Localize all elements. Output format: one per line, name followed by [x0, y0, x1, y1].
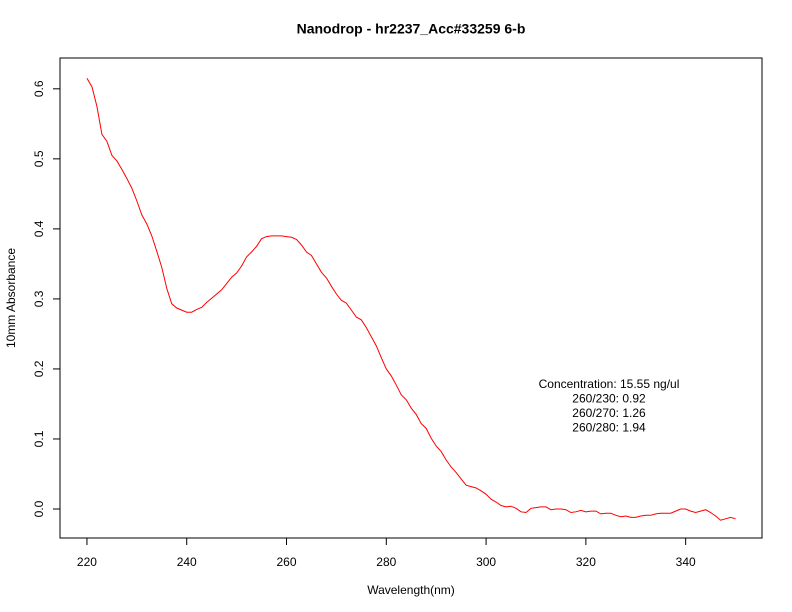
x-tick-label: 220 — [77, 555, 97, 569]
y-tick-label: 0.2 — [32, 360, 46, 377]
x-tick-label: 260 — [277, 555, 297, 569]
x-tick-label: 280 — [376, 555, 396, 569]
y-tick-label: 0.4 — [32, 220, 46, 237]
y-tick-label: 0.0 — [32, 500, 46, 517]
annotation: 260/280: 1.94 — [572, 421, 646, 435]
x-tick-label: 240 — [177, 555, 197, 569]
annotation: 260/230: 0.92 — [572, 392, 646, 406]
y-tick-label: 0.6 — [32, 80, 46, 97]
y-tick-label: 0.3 — [32, 290, 46, 307]
annotation: 260/270: 1.26 — [572, 406, 646, 420]
plot-frame — [59, 57, 763, 539]
annotation: Concentration: 15.55 ng/ul — [539, 377, 680, 391]
x-tick-label: 300 — [476, 555, 496, 569]
x-axis-title: Wavelength(nm) — [367, 583, 455, 597]
y-axis-title: 10mm Absorbance — [4, 248, 18, 348]
y-tick-label: 0.1 — [32, 430, 46, 447]
y-tick-label: 0.5 — [32, 150, 46, 167]
x-tick-label: 340 — [676, 555, 696, 569]
chart-title: Nanodrop - hr2237_Acc#33259 6-b — [297, 21, 526, 37]
x-tick-label: 320 — [576, 555, 596, 569]
data-line — [86, 78, 736, 521]
